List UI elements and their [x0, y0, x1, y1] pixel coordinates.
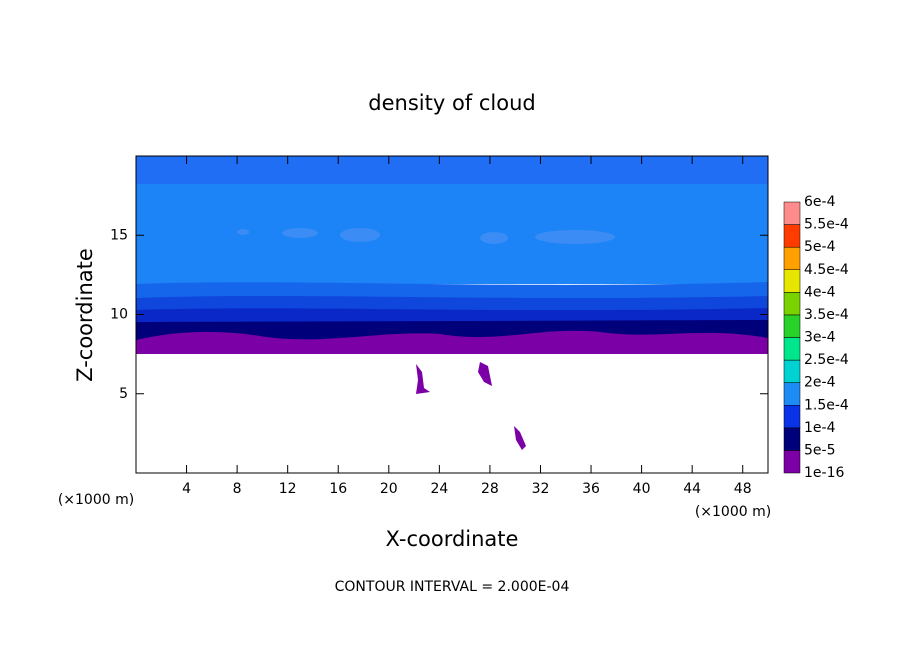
colorbar-box — [783, 382, 801, 406]
colorbar-label: 6e-4 — [804, 194, 836, 210]
colorbar-box — [783, 359, 801, 383]
colorbar-label: 1.5e-4 — [804, 397, 849, 413]
colorbar-label: 4.5e-4 — [804, 262, 849, 278]
x-tick-label: 24 — [430, 481, 448, 497]
y-tick-label: 15 — [110, 227, 128, 243]
colorbar-box — [783, 337, 801, 361]
x-tick-label: 44 — [683, 481, 701, 497]
colorbar-box — [783, 450, 801, 474]
x-tick-label: 20 — [380, 481, 398, 497]
colorbar-label: 1e-16 — [804, 465, 844, 481]
colorbar-label: 5e-5 — [804, 442, 835, 458]
colorbar-label: 3.5e-4 — [804, 307, 849, 323]
x-axis-label: X-coordinate — [386, 527, 519, 551]
colorbar-box — [783, 201, 801, 225]
colorbar-box — [783, 246, 801, 271]
colorbar-label: 3e-4 — [804, 330, 836, 346]
x-unit: (×1000 m) — [58, 492, 134, 508]
x-tick-label: 48 — [734, 481, 752, 497]
colorbar-label: 4e-4 — [804, 284, 836, 300]
x-tick-label: 16 — [329, 481, 347, 497]
colorbar-label: 2.5e-4 — [804, 352, 849, 368]
y-tick-label: 10 — [110, 307, 128, 323]
colorbar-box — [783, 269, 801, 293]
x-tick-label: 8 — [233, 481, 242, 497]
colorbar-label: 5.5e-4 — [804, 217, 849, 233]
x-unit: (×1000 m) — [695, 504, 771, 520]
colorbar-box — [783, 224, 801, 248]
colorbar-label: 2e-4 — [804, 375, 836, 391]
x-tick-label: 40 — [633, 481, 651, 497]
x-tick-label: 4 — [182, 481, 191, 497]
x-tick-label: 12 — [279, 481, 297, 497]
contour-field — [136, 156, 768, 450]
colorbar-box — [783, 427, 801, 451]
x-tick-label: 32 — [532, 481, 550, 497]
x-tick-label: 28 — [481, 481, 499, 497]
colorbar-box — [783, 292, 801, 316]
y-tick-label: 5 — [119, 386, 128, 402]
colorbar-label: 1e-4 — [804, 420, 836, 436]
chart-title: density of cloud — [368, 91, 535, 115]
annotation: CONTOUR INTERVAL = 2.000E-04 — [335, 579, 570, 595]
colorbar-box — [783, 314, 801, 338]
colorbar-label: 5e-4 — [804, 239, 836, 255]
x-tick-label: 36 — [582, 481, 600, 497]
y-axis-label: Z-coordinate — [73, 248, 97, 382]
colorbar-box — [783, 405, 801, 429]
